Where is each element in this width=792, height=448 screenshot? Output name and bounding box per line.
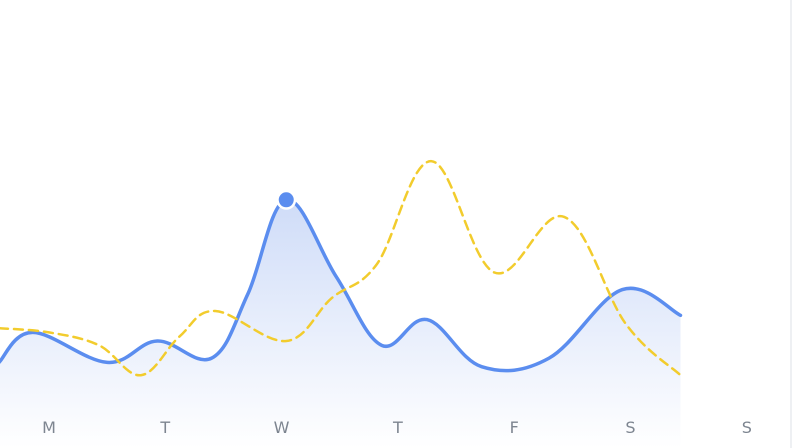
panel-edge <box>790 0 792 448</box>
x-tick-label: F <box>510 418 519 437</box>
x-tick-label: T <box>392 418 403 437</box>
x-tick-label: T <box>159 418 170 437</box>
x-tick-label: S <box>742 418 752 437</box>
x-tick-label: S <box>625 418 635 437</box>
series-1-line <box>0 159 682 377</box>
x-tick-label: W <box>274 418 290 437</box>
series-0-line <box>0 198 683 373</box>
highlight-point[interactable] <box>278 192 294 208</box>
x-tick-label: M <box>42 418 56 437</box>
series-0-area <box>0 199 681 448</box>
